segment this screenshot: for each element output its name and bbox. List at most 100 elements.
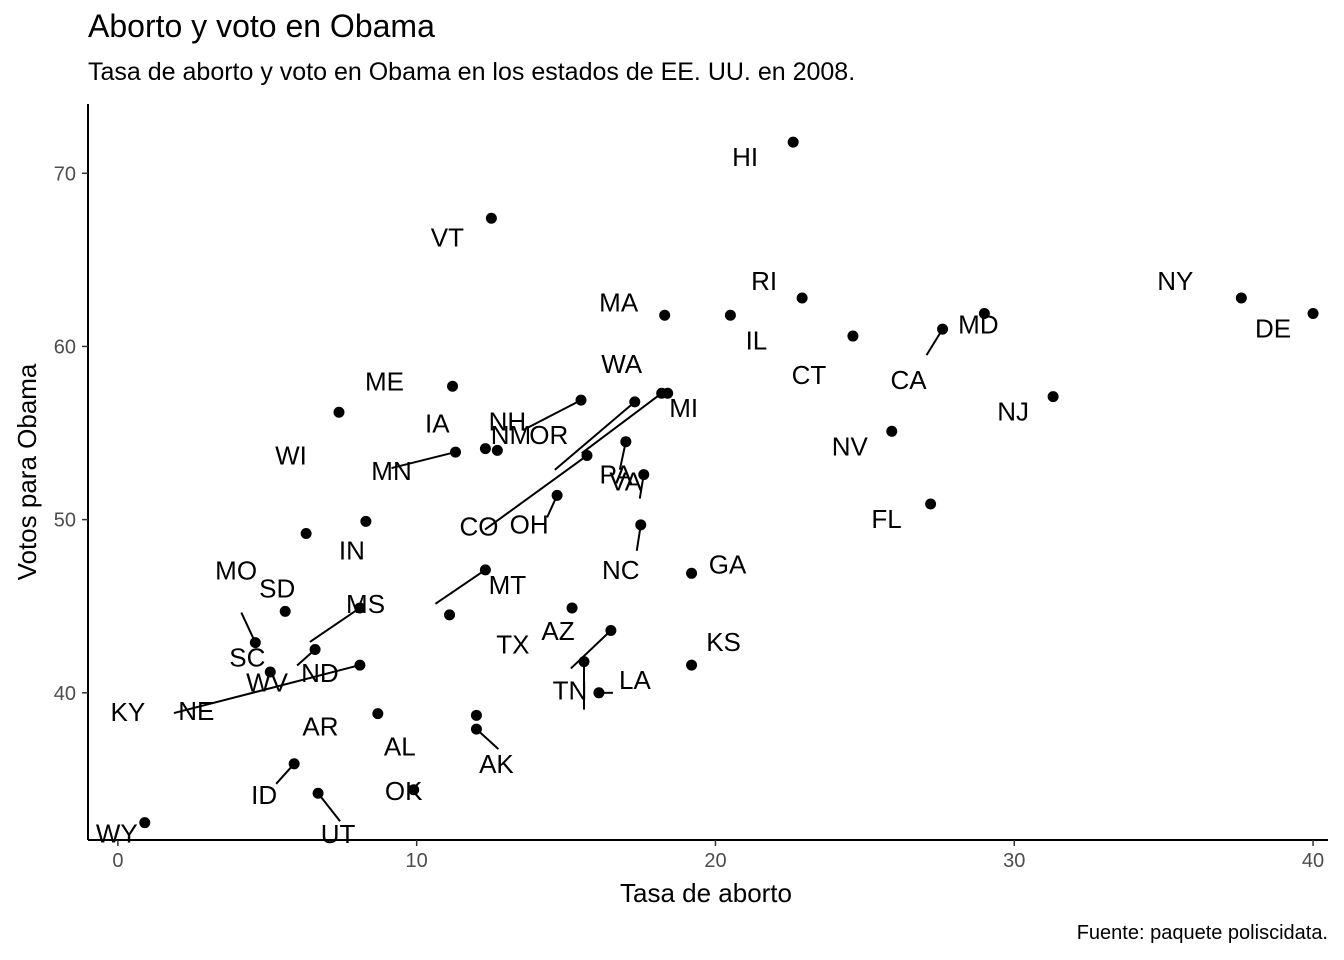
data-point <box>300 527 312 539</box>
point-label: VT <box>431 222 464 252</box>
point-label: VA <box>609 467 642 497</box>
point-label: LA <box>619 665 651 695</box>
point-label: NC <box>602 555 640 585</box>
data-point <box>279 605 291 617</box>
point-label: NH <box>489 407 527 437</box>
chart-title: Aborto y voto en Obama <box>88 8 435 44</box>
data-point <box>264 666 276 678</box>
point-label: MN <box>371 456 411 486</box>
point-label: TN <box>553 676 588 706</box>
point-label: NY <box>1157 266 1193 296</box>
point-label: MS <box>346 589 385 619</box>
label-connector <box>554 401 636 471</box>
data-point <box>551 489 563 501</box>
point-label: MD <box>958 310 998 340</box>
point-label: AK <box>479 749 514 779</box>
point-label: PA <box>599 460 632 490</box>
data-point <box>354 659 366 671</box>
point-label: RI <box>751 266 777 296</box>
point-label: CA <box>890 365 927 395</box>
label-connector <box>240 612 257 644</box>
data-point <box>575 394 587 406</box>
data-point <box>847 330 859 342</box>
data-point <box>686 567 698 579</box>
data-point <box>925 498 937 510</box>
data-point <box>662 387 674 399</box>
data-point <box>593 687 605 699</box>
point-label: WA <box>601 349 643 379</box>
data-point <box>288 758 300 770</box>
point-label: SD <box>259 573 295 603</box>
y-tick-label: 40 <box>54 683 76 705</box>
data-point <box>787 136 799 148</box>
data-point <box>566 602 578 614</box>
x-tick-label: 10 <box>406 850 428 872</box>
data-points <box>139 136 1319 829</box>
label-connector <box>434 569 486 605</box>
data-point <box>312 787 324 799</box>
point-label: ND <box>301 658 339 688</box>
point-label: DE <box>1255 314 1291 344</box>
point-label: ME <box>365 366 404 396</box>
point-label: NE <box>178 696 214 726</box>
point-label: MA <box>599 287 639 317</box>
data-point <box>724 309 736 321</box>
data-point <box>620 436 632 448</box>
data-point <box>937 323 949 335</box>
label-connector <box>570 629 612 670</box>
label-connector <box>317 792 341 822</box>
data-point <box>1047 391 1059 403</box>
data-point <box>470 723 482 735</box>
point-label: AL <box>384 732 416 762</box>
data-point <box>638 469 650 481</box>
point-label: WV <box>246 668 289 698</box>
label-connector <box>581 392 663 455</box>
point-label: CT <box>792 360 827 390</box>
point-label: ID <box>251 780 277 810</box>
point-label: HI <box>732 142 758 172</box>
data-point <box>444 609 456 621</box>
point-label: KY <box>111 697 146 727</box>
data-point <box>372 708 384 720</box>
data-point <box>470 709 482 721</box>
point-label: SC <box>229 643 265 673</box>
y-tick-label: 70 <box>54 163 76 185</box>
point-label: FL <box>871 504 901 534</box>
point-label: IA <box>425 408 450 438</box>
point-label: MI <box>669 393 698 423</box>
point-label: OK <box>385 776 423 806</box>
data-point <box>139 817 151 829</box>
point-label: OR <box>529 420 568 450</box>
data-point <box>249 637 261 649</box>
data-point <box>309 644 321 656</box>
point-label: CO <box>459 512 498 542</box>
data-point <box>686 659 698 671</box>
point-label: TX <box>496 629 529 659</box>
x-tick-label: 30 <box>1003 850 1025 872</box>
data-point <box>578 656 590 668</box>
data-point <box>447 380 459 392</box>
point-label: NJ <box>997 397 1029 427</box>
y-tick-label: 50 <box>54 510 76 532</box>
point-label: NV <box>832 431 869 461</box>
label-connector <box>484 454 588 531</box>
data-point <box>886 425 898 437</box>
x-tick-label: 0 <box>112 850 123 872</box>
point-label: NM <box>491 420 531 450</box>
label-connector <box>309 607 361 643</box>
point-label: UT <box>321 819 356 849</box>
data-point <box>485 212 497 224</box>
x-axis-title: Tasa de aborto <box>620 878 792 908</box>
data-point <box>635 519 647 531</box>
data-point <box>978 308 990 320</box>
point-label: AZ <box>541 616 574 646</box>
y-tick-label: 60 <box>54 336 76 358</box>
data-point <box>360 515 372 527</box>
data-point <box>1307 308 1319 320</box>
label-connector <box>522 399 582 432</box>
data-point <box>450 446 462 458</box>
label-connector <box>391 451 456 470</box>
data-point <box>629 396 641 408</box>
data-point <box>659 309 671 321</box>
data-point <box>605 624 617 636</box>
